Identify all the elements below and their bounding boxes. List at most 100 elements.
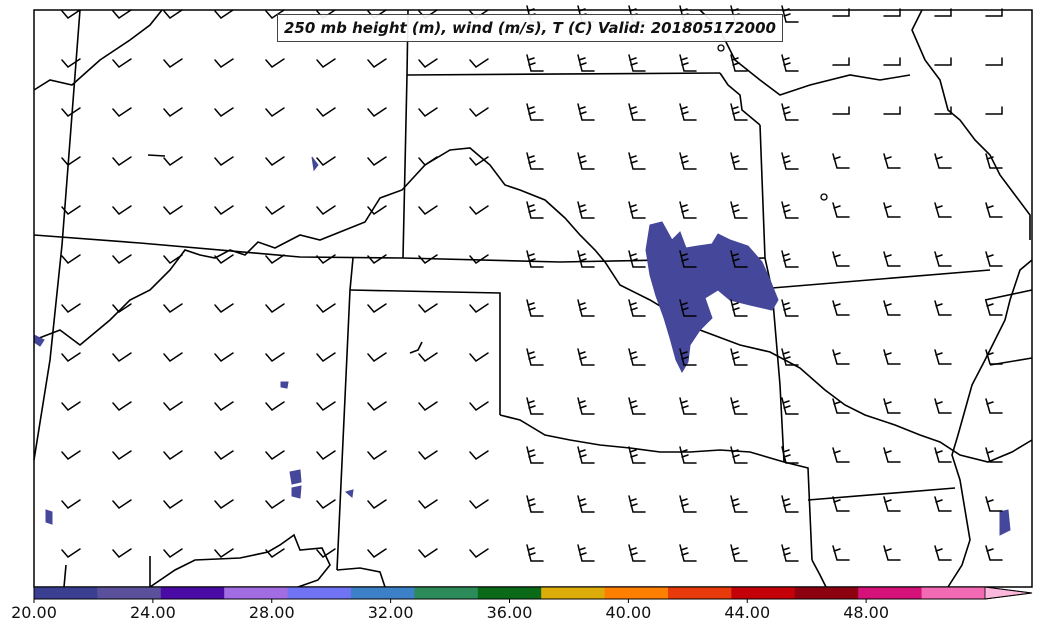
wind-barb bbox=[163, 450, 183, 460]
temperature-fill-area bbox=[311, 156, 319, 172]
wind-barb bbox=[526, 250, 544, 268]
wind-barb bbox=[469, 499, 489, 509]
wind-barb bbox=[418, 254, 438, 264]
temperature-fill-areas bbox=[33, 156, 1011, 536]
wind-barb bbox=[883, 300, 901, 316]
wind-barb bbox=[730, 495, 748, 513]
wind-barb bbox=[679, 54, 697, 72]
wind-barb bbox=[679, 495, 697, 513]
wind-barb bbox=[112, 352, 132, 362]
wind-barb bbox=[469, 205, 489, 215]
wind-barb bbox=[781, 201, 799, 219]
wind-barb bbox=[577, 397, 595, 415]
wind-barb bbox=[730, 250, 748, 268]
wind-barb bbox=[628, 348, 646, 366]
wind-barb bbox=[883, 545, 901, 561]
wind-barb bbox=[679, 348, 697, 366]
wind-barb bbox=[61, 156, 81, 166]
wind-barb bbox=[883, 57, 901, 66]
wind-barb bbox=[469, 548, 489, 558]
temperature-fill-area bbox=[645, 221, 779, 374]
wind-barb bbox=[418, 450, 438, 460]
wind-barb bbox=[985, 153, 1003, 169]
colorbar-outline bbox=[33, 586, 1033, 600]
temperature-fill-area bbox=[291, 485, 302, 499]
wind-barb bbox=[883, 496, 901, 512]
wind-barb bbox=[112, 156, 132, 166]
colorbar-tick-label: 24.00 bbox=[129, 603, 176, 622]
wind-barb bbox=[163, 58, 183, 68]
wind-barb bbox=[367, 450, 387, 460]
wind-barb bbox=[934, 545, 952, 561]
wind-barb bbox=[163, 254, 183, 264]
wind-barb bbox=[163, 401, 183, 411]
wind-barb bbox=[883, 349, 901, 365]
wind-barb bbox=[469, 303, 489, 313]
wind-barb bbox=[214, 156, 234, 166]
colorbar-segment bbox=[604, 587, 669, 599]
wind-barb bbox=[730, 397, 748, 415]
wind-barb bbox=[628, 103, 646, 121]
wind-barb bbox=[934, 153, 952, 169]
wind-barb bbox=[832, 251, 850, 267]
wind-barb bbox=[832, 545, 850, 561]
wind-barb bbox=[781, 54, 799, 72]
wind-barb bbox=[883, 251, 901, 267]
wind-barb bbox=[112, 205, 132, 215]
wind-barb bbox=[526, 446, 544, 464]
wind-barb bbox=[469, 156, 489, 166]
wind-barb bbox=[679, 446, 697, 464]
wind-barb bbox=[418, 352, 438, 362]
wind-barb bbox=[883, 447, 901, 463]
wind-barb bbox=[61, 107, 81, 117]
wind-barb bbox=[214, 450, 234, 460]
wind-barb bbox=[214, 352, 234, 362]
wind-barb bbox=[730, 348, 748, 366]
wind-barb bbox=[367, 156, 387, 166]
wind-barb bbox=[367, 548, 387, 558]
wind-barb bbox=[316, 58, 336, 68]
wind-barb bbox=[316, 499, 336, 509]
wind-barb bbox=[367, 107, 387, 117]
wind-barb bbox=[781, 103, 799, 121]
wind-barb bbox=[730, 201, 748, 219]
temperature-fill-area bbox=[999, 509, 1011, 536]
wind-barb bbox=[628, 54, 646, 72]
temperature-fill-area bbox=[280, 381, 289, 389]
colorbar-segment bbox=[287, 587, 352, 599]
wind-barb bbox=[526, 201, 544, 219]
wind-barb bbox=[265, 352, 285, 362]
wind-barb bbox=[730, 544, 748, 562]
wind-barb bbox=[367, 303, 387, 313]
wind-barb bbox=[628, 495, 646, 513]
wind-barb bbox=[526, 397, 544, 415]
wind-barb bbox=[883, 8, 901, 17]
wind-barb bbox=[577, 495, 595, 513]
wind-barb bbox=[883, 106, 901, 115]
wind-barb bbox=[730, 299, 748, 317]
wind-barb bbox=[265, 205, 285, 215]
wind-barb bbox=[832, 349, 850, 365]
wind-barb bbox=[832, 57, 850, 66]
wind-barb bbox=[61, 499, 81, 509]
wind-barb bbox=[418, 548, 438, 558]
wind-barb bbox=[526, 348, 544, 366]
temperature-fill-area bbox=[45, 509, 53, 525]
wind-barb bbox=[577, 103, 595, 121]
wind-barb bbox=[832, 496, 850, 512]
wind-barb bbox=[265, 9, 285, 19]
wind-barb bbox=[367, 254, 387, 264]
wind-barb bbox=[112, 450, 132, 460]
wind-barb bbox=[985, 496, 1003, 512]
wind-barb bbox=[577, 299, 595, 317]
wind-barb bbox=[577, 152, 595, 170]
wind-barb bbox=[265, 499, 285, 509]
wind-barb bbox=[832, 106, 850, 115]
wind-barb bbox=[163, 303, 183, 313]
wind-barb bbox=[628, 152, 646, 170]
wind-barb bbox=[781, 446, 799, 464]
wind-barb bbox=[418, 499, 438, 509]
wind-barb bbox=[367, 401, 387, 411]
wind-barb bbox=[214, 9, 234, 19]
wind-barb bbox=[934, 202, 952, 218]
